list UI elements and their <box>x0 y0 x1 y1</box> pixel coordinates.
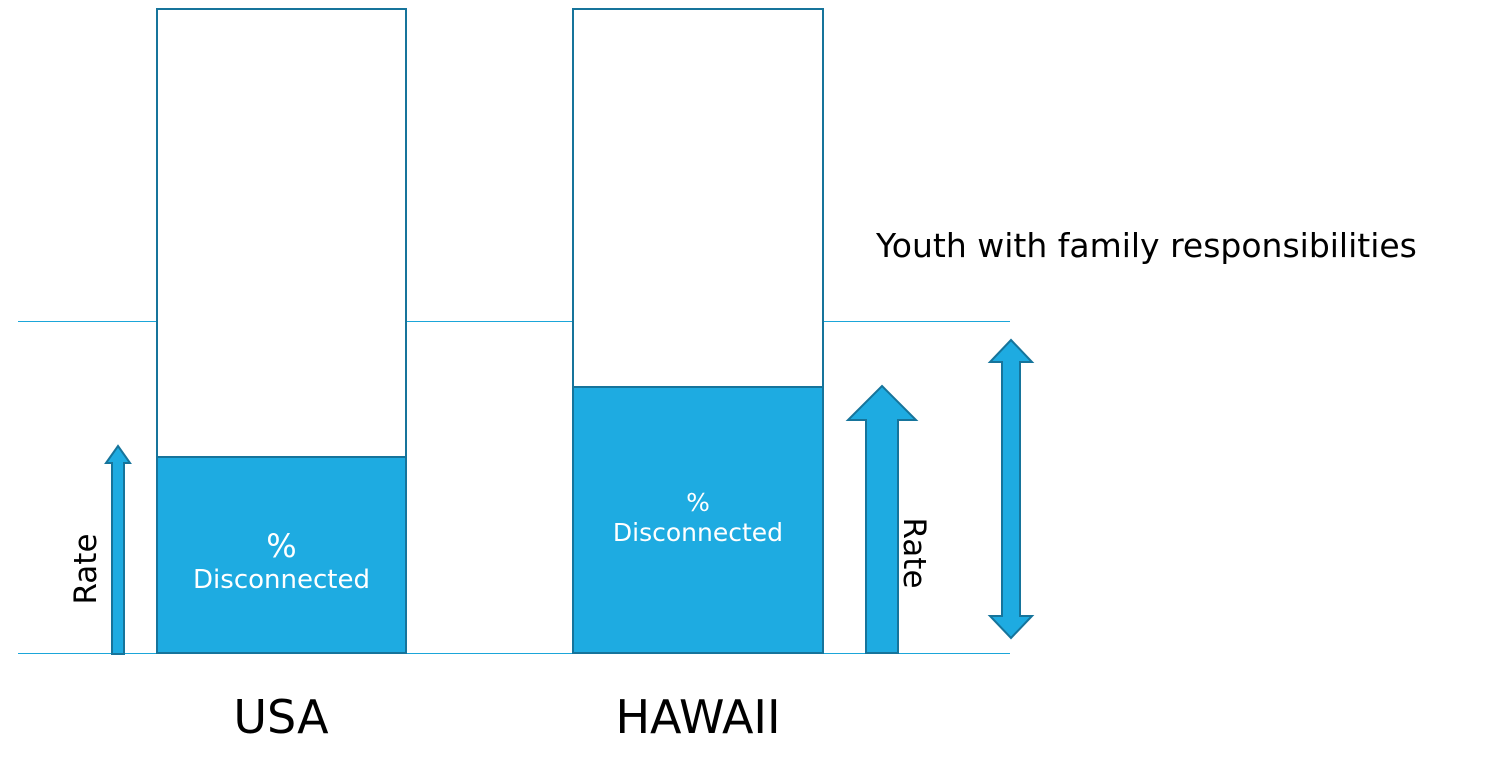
hawaii-rate-arrow <box>845 384 919 654</box>
usa-bar: % Disconnected <box>156 8 407 654</box>
usa-bar-fill: % Disconnected <box>158 456 405 652</box>
hawaii-bar: % Disconnected <box>572 8 824 654</box>
hawaii-fill-label: Disconnected <box>612 518 784 547</box>
hawaii-rate-label: Rate <box>896 517 932 589</box>
hawaii-fill-percent: % <box>686 488 710 517</box>
baseline <box>18 653 1010 654</box>
family-responsibilities-double-arrow <box>987 338 1035 640</box>
usa-fill-label: Disconnected <box>193 565 370 596</box>
hawaii-bar-fill: % Disconnected <box>574 386 822 652</box>
hawaii-category-label: HAWAII <box>615 690 781 744</box>
usa-rate-label: Rate <box>68 533 104 605</box>
annotation-text: Youth with family responsibilities <box>876 226 1417 265</box>
usa-fill-percent: % <box>266 527 297 565</box>
usa-category-label: USA <box>233 690 329 744</box>
upper-reference-line <box>18 321 1010 322</box>
usa-rate-arrow <box>104 444 132 655</box>
